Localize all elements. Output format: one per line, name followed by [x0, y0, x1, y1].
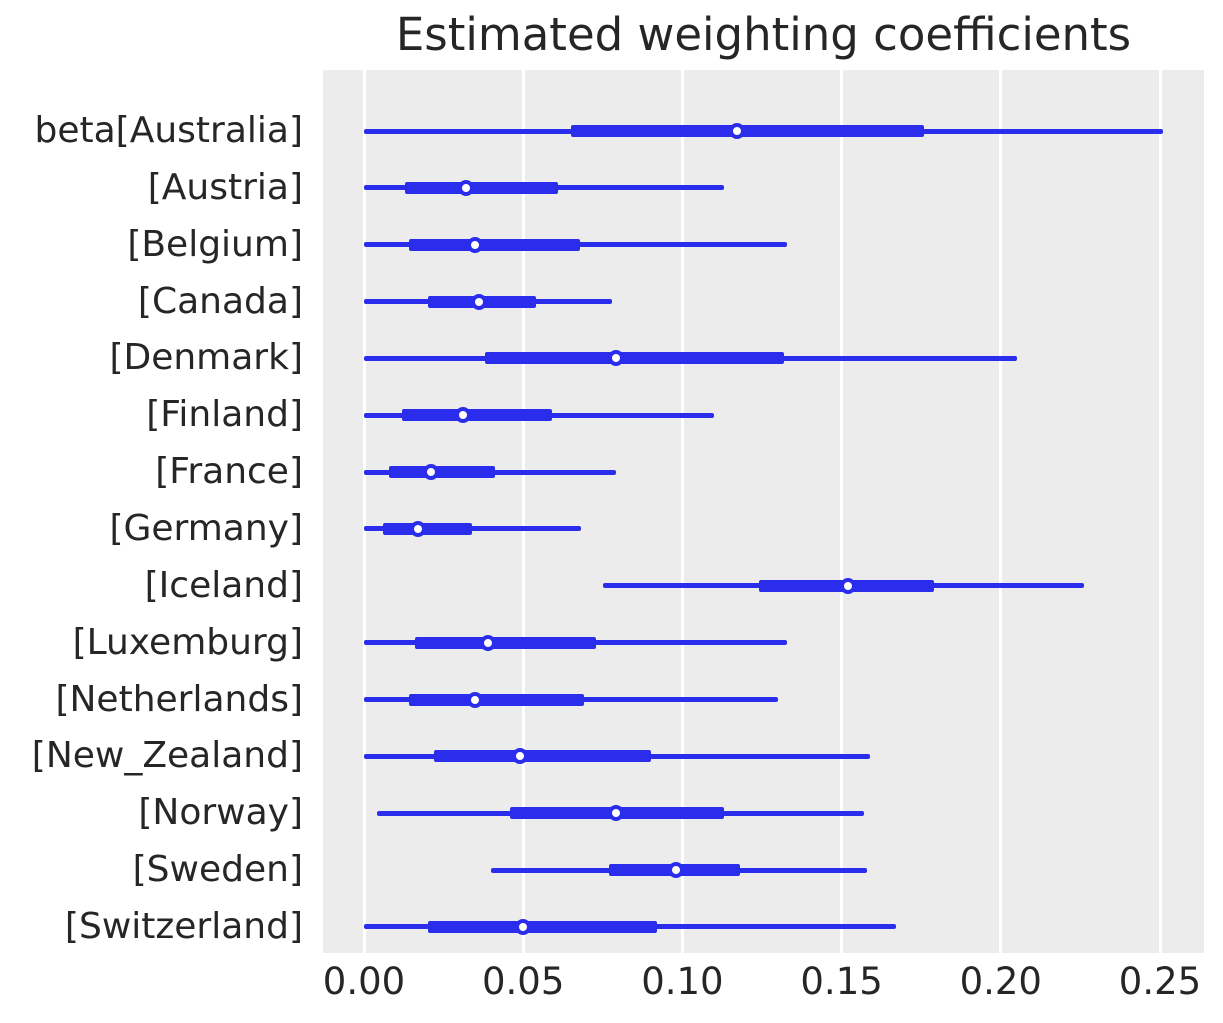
x-tick-label: 0.05	[481, 960, 565, 1003]
median-point-marker	[607, 350, 624, 367]
y-axis-label: [France]	[155, 451, 303, 493]
median-point-marker	[467, 236, 484, 253]
gridline	[840, 70, 844, 953]
plot-area	[323, 70, 1204, 953]
median-point-marker	[728, 123, 745, 139]
gridline	[1158, 70, 1162, 953]
y-axis-label: [Sweden]	[132, 849, 303, 891]
x-tick-label: 0.20	[959, 960, 1042, 1003]
hdi-interval-line	[402, 409, 552, 422]
median-point-marker	[515, 918, 532, 935]
hdi-interval-line	[389, 466, 495, 479]
y-axis-label: [Iceland]	[144, 564, 303, 606]
y-axis-label: beta[Australia]	[34, 110, 303, 151]
x-tick-label: 0.10	[641, 960, 724, 1003]
y-axis-label: [Netherlands]	[55, 678, 303, 720]
median-point-marker	[480, 634, 497, 651]
y-axis-label: [New_Zealand]	[31, 735, 303, 777]
hdi-interval-line	[414, 636, 597, 649]
hdi-interval-line	[408, 693, 584, 706]
hdi-interval-line	[484, 352, 785, 365]
y-axis-labels: beta[Australia] [Austria] [Belgium] [Canada…	[0, 70, 313, 953]
median-point-marker	[457, 179, 474, 196]
y-axis-label: [Luxemburg]	[72, 621, 303, 663]
x-tick-label: 0.25	[1118, 960, 1202, 1003]
gridline	[999, 70, 1003, 953]
median-point-marker	[668, 862, 685, 879]
y-axis-label: [Switzerland]	[64, 905, 303, 947]
x-axis-tick-labels: 0.00 0.05 0.10 0.15 0.20 0.25	[0, 958, 1223, 1008]
median-point-marker	[410, 520, 427, 537]
chart-title: Estimated weighting coefficients	[395, 8, 1132, 61]
median-point-marker	[422, 464, 439, 481]
hdi-interval-line	[570, 125, 925, 137]
y-axis-label: [Canada]	[137, 280, 303, 322]
y-axis-label: [Denmark]	[109, 337, 303, 379]
median-point-marker	[454, 407, 471, 424]
median-point-marker	[470, 293, 487, 310]
x-tick-label: 0.00	[322, 960, 406, 1003]
hdi-interval-line	[383, 522, 473, 535]
median-point-marker	[607, 805, 624, 822]
hdi-interval-line	[427, 920, 657, 933]
hdi-interval-line	[434, 750, 651, 763]
hdi-interval-line	[408, 238, 581, 251]
y-axis-label: [Belgium]	[127, 223, 303, 265]
hdi-interval-line	[405, 181, 559, 194]
credible-interval-line	[364, 526, 581, 532]
y-axis-label: [Finland]	[146, 394, 303, 436]
y-axis-label: [Germany]	[109, 507, 303, 549]
median-point-marker	[467, 691, 484, 708]
gridline	[521, 70, 525, 953]
gridline	[680, 70, 684, 953]
median-point-marker	[839, 577, 856, 594]
x-tick-label: 0.15	[800, 960, 883, 1003]
y-axis-label: [Austria]	[147, 166, 303, 208]
median-point-marker	[512, 748, 529, 765]
gridline	[362, 70, 366, 953]
y-axis-label: [Norway]	[138, 792, 303, 834]
